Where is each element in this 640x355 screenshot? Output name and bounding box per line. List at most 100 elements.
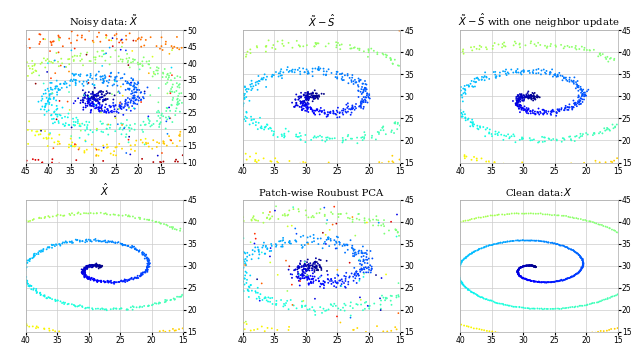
Point bbox=[402, 76, 412, 81]
Point bbox=[116, 98, 127, 104]
Point bbox=[301, 212, 312, 218]
Point bbox=[191, 59, 202, 65]
Point bbox=[92, 147, 102, 153]
Point bbox=[275, 70, 285, 76]
Point bbox=[85, 238, 95, 244]
Point bbox=[516, 13, 526, 19]
Point bbox=[545, 71, 555, 77]
Point bbox=[268, 189, 278, 195]
Point bbox=[549, 279, 559, 285]
Point bbox=[331, 112, 341, 118]
Point bbox=[101, 50, 111, 56]
Point bbox=[345, 131, 355, 137]
Point bbox=[138, 250, 148, 255]
Point bbox=[88, 263, 98, 268]
Point bbox=[92, 102, 102, 108]
Point bbox=[186, 168, 196, 174]
Point bbox=[302, 90, 312, 95]
Point bbox=[123, 278, 133, 283]
Point bbox=[104, 77, 115, 83]
Point bbox=[298, 180, 308, 186]
Point bbox=[212, 198, 222, 204]
Point bbox=[123, 58, 133, 64]
Point bbox=[22, 280, 32, 285]
Point bbox=[0, 314, 7, 320]
Point bbox=[475, 125, 485, 130]
Point bbox=[71, 115, 81, 120]
Point bbox=[621, 72, 632, 77]
Point bbox=[568, 79, 579, 85]
Point bbox=[90, 146, 100, 151]
Point bbox=[113, 260, 123, 266]
Title: Patch-wise Roubust PCA: Patch-wise Roubust PCA bbox=[259, 189, 384, 198]
Point bbox=[422, 61, 432, 67]
Point bbox=[517, 159, 527, 165]
Point bbox=[191, 282, 202, 288]
Point bbox=[142, 269, 152, 275]
Point bbox=[49, 186, 60, 192]
Point bbox=[7, 76, 17, 82]
Point bbox=[108, 212, 118, 217]
Point bbox=[295, 93, 305, 99]
Point bbox=[476, 283, 486, 289]
Point bbox=[88, 264, 98, 270]
Point bbox=[282, 321, 292, 327]
Point bbox=[415, 255, 425, 261]
Point bbox=[622, 66, 632, 72]
Point bbox=[307, 91, 317, 97]
Point bbox=[454, 264, 465, 269]
Point bbox=[91, 306, 101, 312]
Point bbox=[481, 326, 491, 332]
Point bbox=[628, 151, 639, 157]
Point bbox=[394, 186, 404, 192]
Point bbox=[470, 187, 481, 192]
Point bbox=[204, 349, 214, 355]
Point bbox=[524, 96, 534, 102]
Point bbox=[484, 104, 495, 109]
Point bbox=[10, 156, 20, 162]
Point bbox=[173, 99, 183, 104]
Point bbox=[412, 237, 422, 243]
Point bbox=[355, 267, 365, 272]
Point bbox=[339, 73, 349, 79]
Point bbox=[79, 267, 90, 272]
Point bbox=[96, 278, 106, 284]
Point bbox=[335, 14, 346, 20]
Point bbox=[145, 261, 155, 266]
Point bbox=[211, 79, 221, 85]
Point bbox=[474, 47, 484, 52]
Point bbox=[230, 275, 241, 281]
Point bbox=[358, 104, 369, 110]
Point bbox=[205, 318, 215, 324]
Point bbox=[260, 277, 271, 282]
Point bbox=[41, 135, 51, 141]
Point bbox=[27, 255, 37, 261]
Point bbox=[332, 245, 342, 251]
Point bbox=[308, 135, 319, 141]
Point bbox=[200, 269, 211, 275]
Point bbox=[277, 38, 287, 43]
Point bbox=[136, 164, 146, 169]
Point bbox=[46, 113, 56, 118]
Point bbox=[0, 228, 4, 234]
Point bbox=[88, 101, 99, 106]
Point bbox=[112, 279, 122, 285]
Point bbox=[303, 241, 314, 247]
Point bbox=[67, 211, 77, 216]
Point bbox=[203, 60, 213, 66]
Point bbox=[260, 242, 270, 248]
Point bbox=[252, 159, 262, 165]
Point bbox=[518, 263, 528, 269]
Point bbox=[429, 23, 440, 28]
Point bbox=[399, 337, 410, 342]
Point bbox=[308, 213, 318, 219]
Point bbox=[577, 44, 587, 49]
Point bbox=[211, 100, 221, 106]
Point bbox=[202, 113, 212, 118]
Point bbox=[195, 340, 205, 345]
Point bbox=[467, 157, 477, 163]
Point bbox=[282, 332, 292, 338]
Point bbox=[235, 219, 245, 225]
Point bbox=[106, 122, 116, 128]
Point bbox=[144, 258, 154, 263]
